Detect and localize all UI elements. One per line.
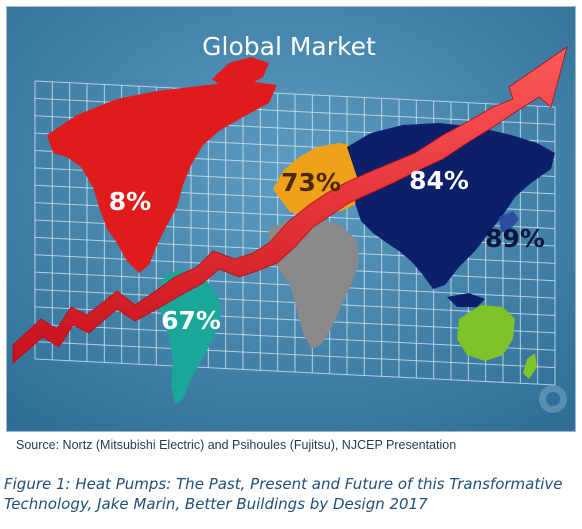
- growth-arrow: [12, 46, 568, 364]
- grid-line: [34, 80, 556, 108]
- watermark-logo: [539, 385, 567, 413]
- market-illustration: Global Market 8% 73% 84% 89% 67%: [7, 7, 575, 431]
- market-figure: Global Market 8% 73% 84% 89% 67%: [6, 6, 576, 432]
- asia-percentage: 84%: [409, 166, 469, 195]
- caption-line-2: Technology, Jake Marin, Better Buildings…: [4, 495, 428, 513]
- north-america-percentage: 8%: [109, 187, 151, 216]
- indonesia-shape: [447, 293, 485, 307]
- source-note: Source: Nortz (Mitsubishi Electric) and …: [16, 438, 457, 452]
- south-america-shape: [157, 269, 221, 405]
- grid-line: [34, 358, 556, 386]
- japan-percentage: 89%: [485, 224, 545, 253]
- europe-percentage: 73%: [281, 168, 341, 197]
- africa-shape: [269, 219, 359, 349]
- figure-caption: Figure 1: Heat Pumps: The Past, Present …: [4, 474, 580, 514]
- north-america-shape: [47, 81, 277, 273]
- greenland-shape: [212, 57, 269, 89]
- new-zealand-shape: [523, 353, 537, 379]
- japan-shape: [499, 211, 519, 233]
- australia-shape: [457, 305, 515, 361]
- south-america-percentage: 67%: [161, 306, 221, 335]
- grid-line: [34, 341, 556, 369]
- figure-title: Global Market: [202, 32, 376, 61]
- caption-line-1: Figure 1: Heat Pumps: The Past, Present …: [4, 475, 563, 493]
